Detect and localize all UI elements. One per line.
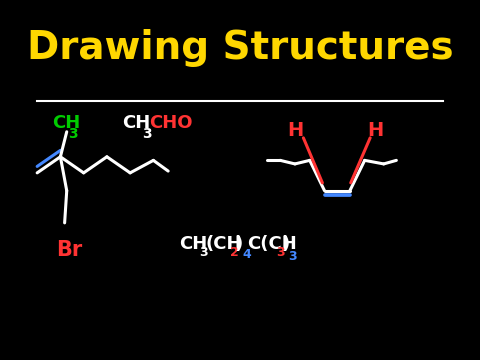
Text: 4: 4 <box>242 248 251 261</box>
Text: CH: CH <box>52 114 80 132</box>
Text: Br: Br <box>56 240 82 260</box>
Text: CH: CH <box>121 114 150 132</box>
Text: C(CH: C(CH <box>247 235 297 253</box>
Text: 2: 2 <box>230 246 239 258</box>
Text: 3: 3 <box>288 250 297 263</box>
Text: 3: 3 <box>68 127 78 141</box>
Text: CH: CH <box>179 235 207 253</box>
Text: (CH: (CH <box>205 235 242 253</box>
Text: H: H <box>367 121 384 140</box>
Text: Drawing Structures: Drawing Structures <box>27 29 453 67</box>
Text: CHO: CHO <box>150 114 193 132</box>
Text: H: H <box>288 121 304 140</box>
Text: ): ) <box>281 235 289 253</box>
Text: 3: 3 <box>276 246 285 258</box>
Text: 3: 3 <box>199 246 208 258</box>
Text: ): ) <box>235 235 243 253</box>
Text: 3: 3 <box>142 127 152 141</box>
